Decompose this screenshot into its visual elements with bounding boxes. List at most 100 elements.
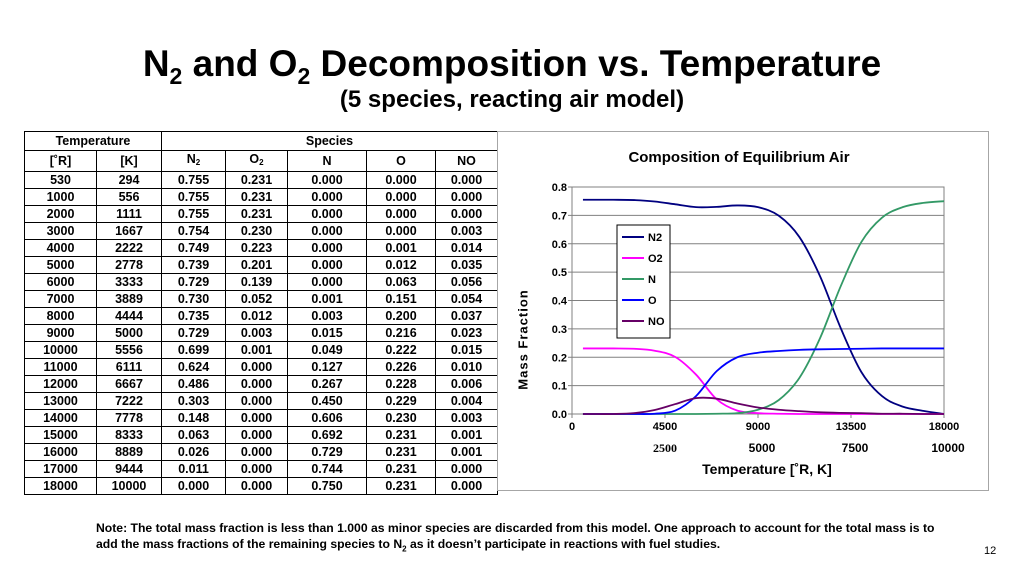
table-cell: 0.003 (435, 409, 498, 427)
table-cell: 0.052 (225, 290, 288, 308)
table-cell: 0.267 (287, 375, 367, 393)
table-cell: 0.037 (435, 307, 498, 325)
y-tick-label: 0.2 (552, 352, 567, 364)
table-cell: 18000 (24, 477, 97, 495)
table-cell: 17000 (24, 460, 97, 478)
table-cell: 3333 (96, 273, 162, 291)
table-cell: 3000 (24, 222, 97, 240)
table-cell: 0.216 (366, 324, 436, 342)
table-cell: 0.000 (435, 205, 498, 223)
header-col-n2: N2 (161, 150, 226, 172)
table-cell: 5556 (96, 341, 162, 359)
table-cell: 0.231 (366, 426, 436, 444)
table-cell: 10000 (96, 477, 162, 495)
table-cell: 0.754 (161, 222, 226, 240)
table-cell: 0.056 (435, 273, 498, 291)
table-cell: 0.000 (225, 392, 288, 410)
table-cell: 15000 (24, 426, 97, 444)
header-species-group: Species (161, 131, 498, 151)
series-line-n2 (582, 198, 945, 415)
table-cell: 0.000 (287, 171, 367, 189)
table-cell: 0.000 (287, 273, 367, 291)
slide-subtitle: (5 species, reacting air model) (339, 86, 685, 113)
table-cell: 530 (24, 171, 97, 189)
table-cell: 0.000 (225, 460, 288, 478)
table-cell: 0.000 (287, 239, 367, 257)
table-row: 12000 6667 0.486 0.000 0.267 0.228 0.006 (24, 375, 498, 393)
table-cell: 1111 (96, 205, 162, 223)
table-cell: 0.486 (161, 375, 226, 393)
table-cell: 0.049 (287, 341, 367, 359)
x-tick-label: 0 (569, 421, 575, 433)
table-cell: 4444 (96, 307, 162, 325)
table-cell: 0.000 (366, 205, 436, 223)
table-row: 17000 9444 0.011 0.000 0.744 0.231 0.000 (24, 460, 498, 478)
series-line-no (582, 396, 945, 415)
x-tick-label-kelvin: 2500 (653, 441, 677, 455)
y-tick-label: 0.5 (552, 267, 567, 279)
table-cell: 0.692 (287, 426, 367, 444)
table-cell: 0.000 (366, 222, 436, 240)
table-cell: 0.000 (366, 171, 436, 189)
table-cell: 0.230 (225, 222, 288, 240)
header-col-o2: O2 (225, 150, 288, 172)
table-cell: 2778 (96, 256, 162, 274)
table-cell: 0.729 (161, 273, 226, 291)
table-cell: 0.223 (225, 239, 288, 257)
composition-table: Temperature Species [˚R] [K] N2 O2 N O N… (24, 131, 498, 495)
table-cell: 0.755 (161, 188, 226, 206)
table-cell: 0.148 (161, 409, 226, 427)
table-cell: 1667 (96, 222, 162, 240)
table-cell: 0.000 (435, 188, 498, 206)
table-cell: 7778 (96, 409, 162, 427)
table-cell: 0.000 (287, 222, 367, 240)
y-tick-label: 0.7 (552, 210, 567, 222)
table-cell: 0.228 (366, 375, 436, 393)
x-axis-label: Temperature [˚R, K] (702, 461, 832, 477)
table-cell: 0.000 (366, 188, 436, 206)
table-cell: 0.000 (225, 477, 288, 495)
header-col-rankine: [˚R] (24, 150, 97, 172)
x-tick-label-kelvin: 7500 (842, 441, 869, 455)
table-cell: 6000 (24, 273, 97, 291)
table-cell: 0.001 (435, 426, 498, 444)
table-cell: 0.014 (435, 239, 498, 257)
table-cell: 0.226 (366, 358, 436, 376)
table-cell: 6111 (96, 358, 162, 376)
table-cell: 8889 (96, 443, 162, 461)
table-cell: 0.012 (225, 307, 288, 325)
table-cell: 2000 (24, 205, 97, 223)
legend-label: NO (648, 316, 665, 328)
table-cell: 4000 (24, 239, 97, 257)
table-cell: 0.699 (161, 341, 226, 359)
x-tick-label-kelvin: 5000 (749, 441, 776, 455)
table-cell: 0.139 (225, 273, 288, 291)
table-cell: 5000 (96, 324, 162, 342)
chart-title: Composition of Equilibrium Air (628, 149, 850, 166)
table-cell: 0.001 (366, 239, 436, 257)
y-tick-label: 0.3 (552, 324, 567, 336)
table-cell: 12000 (24, 375, 97, 393)
table-cell: 0.231 (225, 171, 288, 189)
legend-label: O2 (648, 253, 663, 265)
table-cell: 0.303 (161, 392, 226, 410)
y-tick-label: 0.8 (552, 182, 567, 194)
table-cell: 0.001 (435, 443, 498, 461)
header-col-o: O (366, 150, 436, 172)
table-cell: 0.730 (161, 290, 226, 308)
table-body: 530 294 0.755 0.231 0.000 0.000 0.000 1000 556 0.… (24, 171, 498, 495)
table-cell: 0.000 (287, 205, 367, 223)
table-cell: 0.003 (287, 307, 367, 325)
table-cell: 0.729 (161, 324, 226, 342)
table-cell: 2222 (96, 239, 162, 257)
table-row: 15000 8333 0.063 0.000 0.692 0.231 0.001 (24, 426, 498, 444)
table-cell: 0.222 (366, 341, 436, 359)
table-row: 4000 2222 0.749 0.223 0.000 0.001 0.014 (24, 239, 498, 257)
table-cell: 0.000 (287, 188, 367, 206)
table-cell: 0.739 (161, 256, 226, 274)
table-cell: 0.624 (161, 358, 226, 376)
table-row: 1000 556 0.755 0.231 0.000 0.000 0.000 (24, 188, 498, 206)
table-cell: 0.127 (287, 358, 367, 376)
header-col-kelvin: [K] (96, 150, 162, 172)
table-cell: 0.231 (225, 205, 288, 223)
